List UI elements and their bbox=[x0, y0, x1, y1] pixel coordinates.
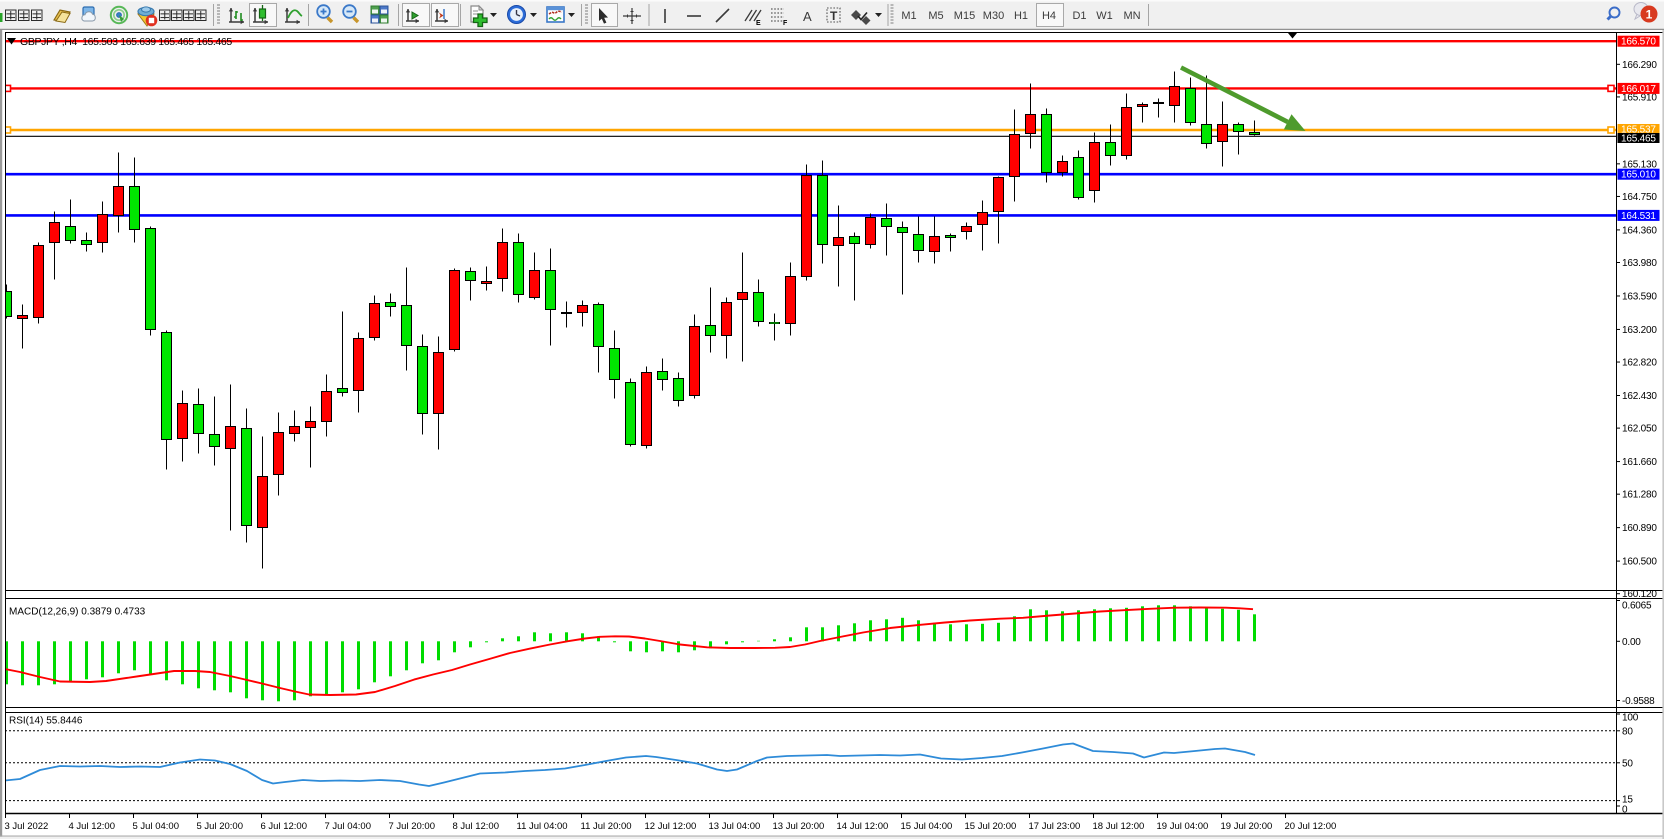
svg-text:165.465: 165.465 bbox=[1621, 134, 1656, 145]
svg-text:3 Jul 2022: 3 Jul 2022 bbox=[5, 821, 49, 832]
svg-text:H1: H1 bbox=[1014, 10, 1028, 22]
svg-text:5 Jul 04:00: 5 Jul 04:00 bbox=[133, 821, 179, 832]
svg-text:166.017: 166.017 bbox=[1621, 84, 1656, 95]
svg-text:M5: M5 bbox=[928, 10, 943, 22]
svg-text:MACD(12,26,9) 0.3879 0.4733: MACD(12,26,9) 0.3879 0.4733 bbox=[9, 607, 146, 618]
svg-text:13 Jul 20:00: 13 Jul 20:00 bbox=[773, 821, 825, 832]
svg-text:14 Jul 12:00: 14 Jul 12:00 bbox=[837, 821, 889, 832]
svg-text:164.531: 164.531 bbox=[1621, 211, 1656, 222]
svg-text:50: 50 bbox=[1622, 758, 1633, 769]
svg-text:164.360: 164.360 bbox=[1622, 225, 1657, 236]
svg-text:A: A bbox=[803, 9, 812, 24]
svg-text:1: 1 bbox=[1646, 8, 1653, 22]
svg-text:19 Jul 04:00: 19 Jul 04:00 bbox=[1157, 821, 1209, 832]
svg-text:MN: MN bbox=[1123, 10, 1140, 22]
svg-text:160.500: 160.500 bbox=[1622, 557, 1657, 568]
svg-text:100: 100 bbox=[1622, 713, 1639, 724]
svg-text:T: T bbox=[830, 9, 838, 23]
svg-text:GBPJPY ,H4 165.503 165.639 16: GBPJPY ,H4 165.503 165.639 165.465 165.4… bbox=[20, 36, 232, 48]
svg-text:M1: M1 bbox=[901, 10, 916, 22]
svg-text:163.980: 163.980 bbox=[1622, 258, 1657, 269]
svg-text:F: F bbox=[783, 20, 788, 27]
svg-text:7 Jul 20:00: 7 Jul 20:00 bbox=[389, 821, 435, 832]
svg-text:5 Jul 20:00: 5 Jul 20:00 bbox=[197, 821, 243, 832]
svg-text:0.00: 0.00 bbox=[1622, 637, 1641, 648]
svg-text:D1: D1 bbox=[1072, 10, 1086, 22]
svg-text:13 Jul 04:00: 13 Jul 04:00 bbox=[709, 821, 761, 832]
svg-text:18 Jul 12:00: 18 Jul 12:00 bbox=[1093, 821, 1145, 832]
svg-text:0.6065: 0.6065 bbox=[1622, 601, 1652, 612]
svg-text:166.570: 166.570 bbox=[1621, 37, 1656, 48]
svg-text:165.010: 165.010 bbox=[1621, 170, 1656, 181]
svg-text:E: E bbox=[756, 20, 761, 27]
svg-text:17 Jul 23:00: 17 Jul 23:00 bbox=[1029, 821, 1081, 832]
svg-text:160.120: 160.120 bbox=[1622, 589, 1657, 600]
svg-text:164.750: 164.750 bbox=[1622, 192, 1657, 203]
svg-text:M15: M15 bbox=[954, 10, 975, 22]
svg-text:M30: M30 bbox=[983, 10, 1004, 22]
svg-text:20 Jul 12:00: 20 Jul 12:00 bbox=[1285, 821, 1337, 832]
svg-text:-0.9588: -0.9588 bbox=[1622, 696, 1655, 707]
svg-text:162.820: 162.820 bbox=[1622, 358, 1657, 369]
svg-text:8 Jul 12:00: 8 Jul 12:00 bbox=[453, 821, 499, 832]
svg-text:15 Jul 20:00: 15 Jul 20:00 bbox=[965, 821, 1017, 832]
svg-text:11 Jul 20:00: 11 Jul 20:00 bbox=[581, 821, 632, 832]
svg-text:163.200: 163.200 bbox=[1622, 325, 1657, 336]
svg-text:162.430: 162.430 bbox=[1622, 391, 1657, 402]
svg-text:165.910: 165.910 bbox=[1622, 92, 1657, 103]
svg-text:80: 80 bbox=[1622, 726, 1633, 737]
svg-text:160.890: 160.890 bbox=[1622, 523, 1657, 534]
svg-text:161.660: 161.660 bbox=[1622, 457, 1657, 468]
svg-text:15: 15 bbox=[1622, 795, 1633, 806]
svg-text:15 Jul 04:00: 15 Jul 04:00 bbox=[901, 821, 953, 832]
svg-text:165.537: 165.537 bbox=[1621, 125, 1656, 136]
svg-text:4 Jul 12:00: 4 Jul 12:00 bbox=[69, 821, 115, 832]
svg-text:11 Jul 04:00: 11 Jul 04:00 bbox=[517, 821, 568, 832]
svg-text:W1: W1 bbox=[1096, 10, 1113, 22]
svg-text:161.280: 161.280 bbox=[1622, 490, 1657, 501]
svg-text:0: 0 bbox=[1622, 805, 1628, 816]
svg-text:162.050: 162.050 bbox=[1622, 424, 1657, 435]
svg-text:6 Jul 12:00: 6 Jul 12:00 bbox=[261, 821, 307, 832]
svg-text:H4: H4 bbox=[1042, 10, 1056, 22]
svg-text:RSI(14) 55.8446: RSI(14) 55.8446 bbox=[9, 716, 83, 727]
svg-text:163.590: 163.590 bbox=[1622, 291, 1657, 302]
svg-text:12 Jul 12:00: 12 Jul 12:00 bbox=[645, 821, 697, 832]
svg-text:19 Jul 20:00: 19 Jul 20:00 bbox=[1221, 821, 1273, 832]
svg-text:165.130: 165.130 bbox=[1622, 159, 1657, 170]
svg-text:7 Jul 04:00: 7 Jul 04:00 bbox=[325, 821, 371, 832]
svg-text:166.290: 166.290 bbox=[1622, 60, 1657, 71]
